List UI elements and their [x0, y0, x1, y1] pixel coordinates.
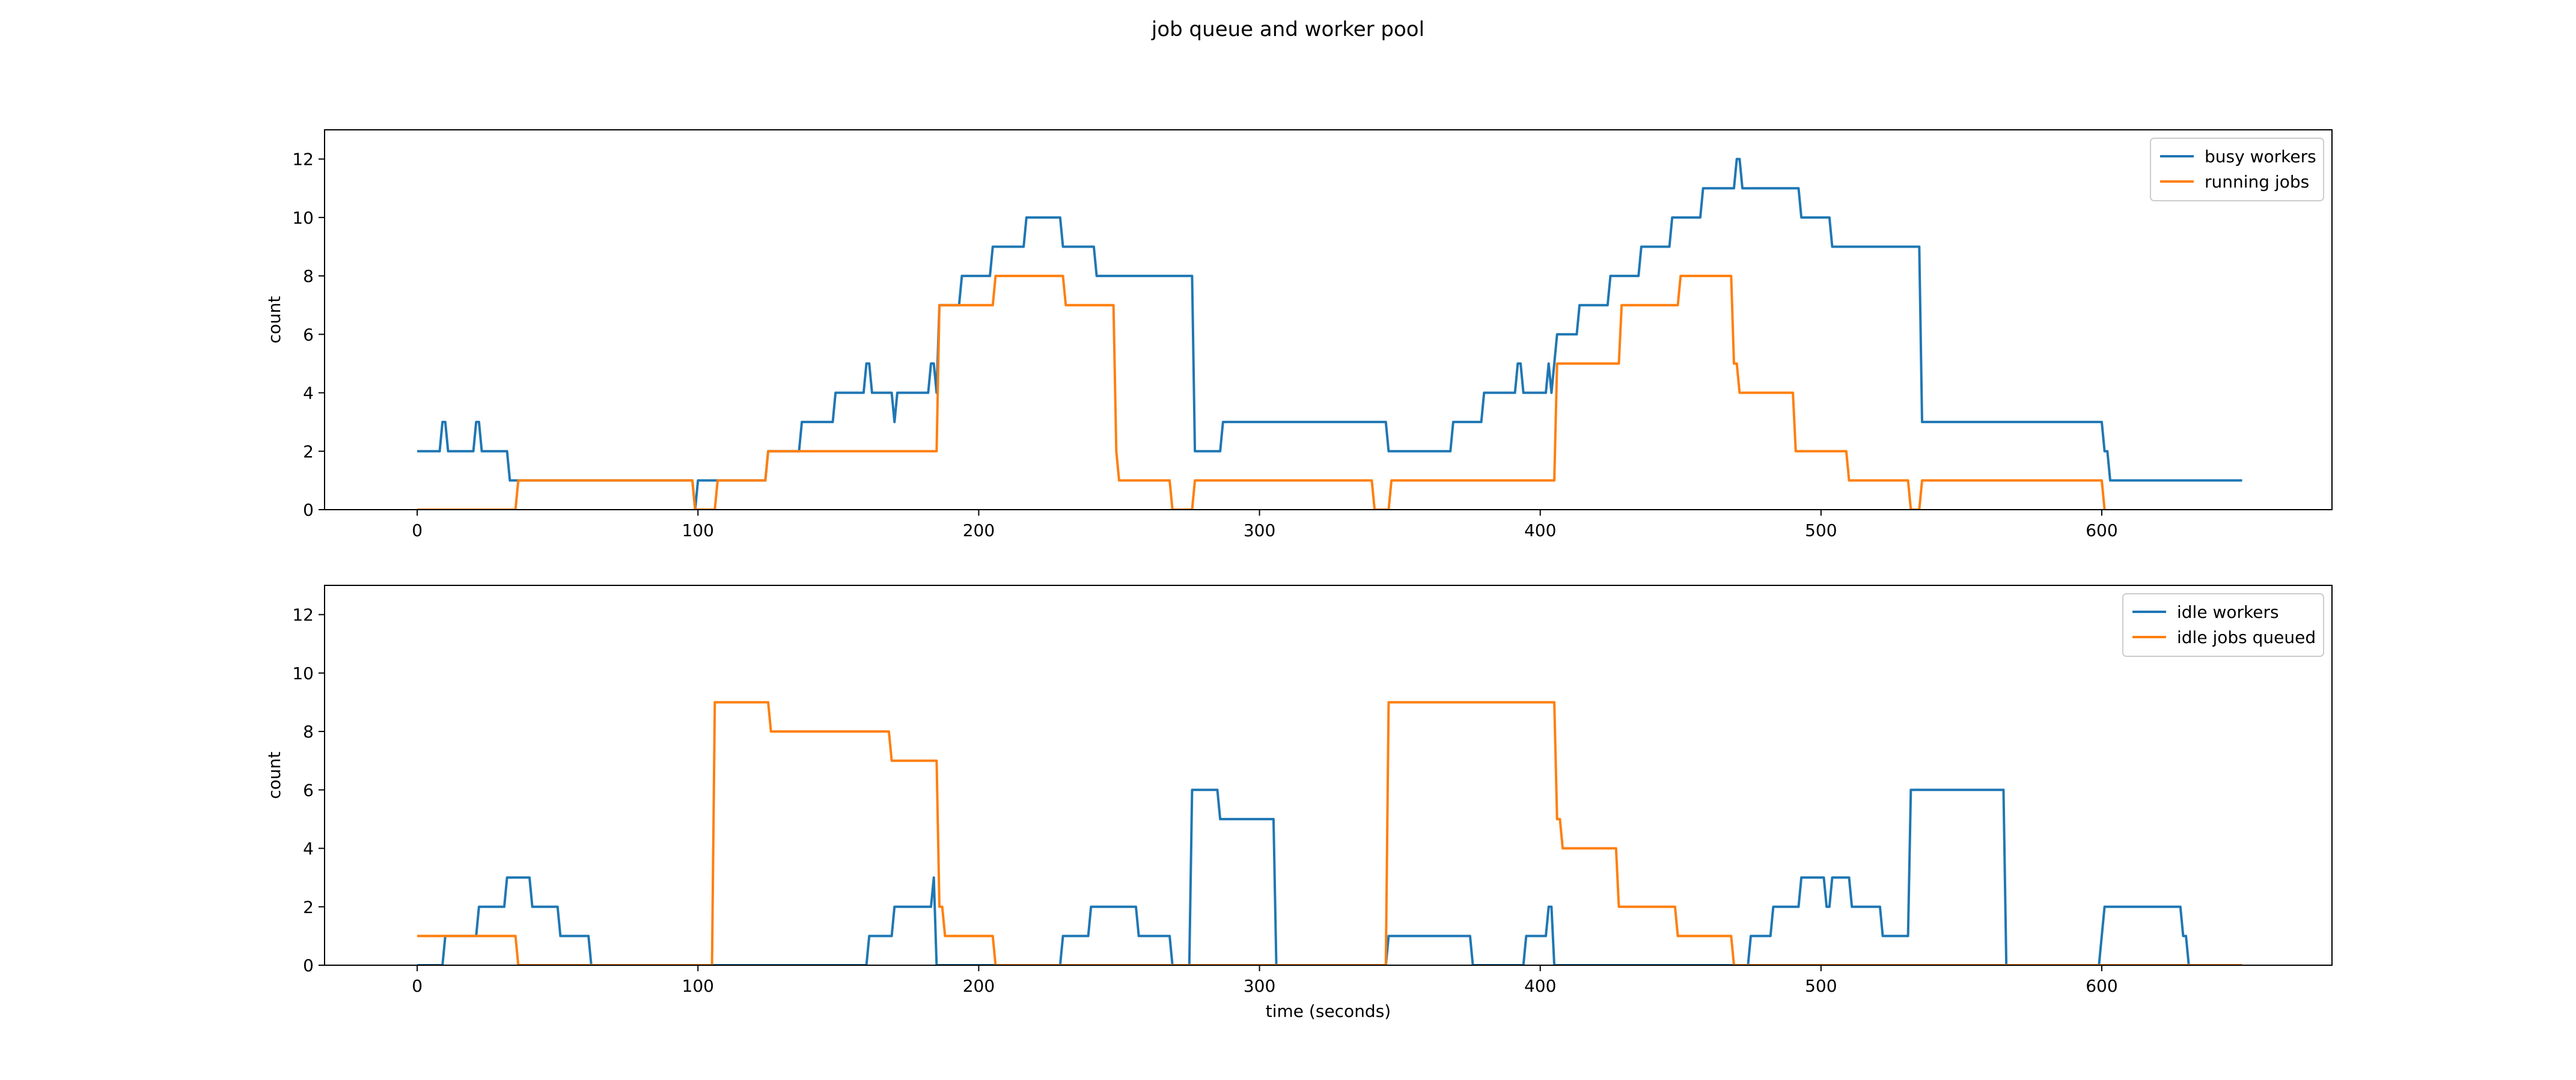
x-tick-label: 300	[1244, 976, 1275, 996]
x-tick-label: 500	[1805, 520, 1837, 540]
y-axis-label: count	[264, 751, 284, 799]
legend-label: running jobs	[2205, 172, 2309, 192]
legend-label: busy workers	[2205, 147, 2316, 166]
y-tick-label: 4	[303, 839, 314, 859]
x-tick-label: 400	[1524, 976, 1556, 996]
chart-title: job queue and worker pool	[1151, 17, 1424, 41]
legend: busy workers running jobs	[2150, 138, 2324, 201]
legend-label: idle workers	[2177, 602, 2279, 622]
y-tick-label: 12	[292, 605, 314, 625]
series-line-idle-workers	[417, 789, 2190, 965]
y-tick-label: 0	[303, 956, 314, 975]
series-line-idle-jobs-queued	[417, 701, 2242, 965]
x-tick-label: 600	[2086, 976, 2117, 996]
x-tick-label: 600	[2086, 520, 2117, 540]
x-tick-label: 0	[412, 520, 423, 540]
y-tick-label: 12	[292, 150, 314, 169]
y-tick-label: 6	[303, 325, 314, 344]
y-tick-label: 2	[303, 442, 314, 462]
y-tick-label: 8	[303, 266, 314, 286]
y-tick-label: 8	[303, 722, 314, 742]
y-tick-label: 6	[303, 780, 314, 800]
legend-label: idle jobs queued	[2177, 627, 2316, 647]
y-tick-label: 4	[303, 383, 314, 403]
x-tick-label: 300	[1244, 520, 1275, 540]
plot-frame	[324, 585, 2333, 966]
series-line-running-jobs	[417, 275, 2106, 510]
y-tick-label: 0	[303, 500, 314, 520]
x-tick-label: 400	[1524, 520, 1556, 540]
plot-frame	[324, 129, 2333, 510]
x-axis-label: time (seconds)	[1266, 1001, 1391, 1021]
y-tick-label: 2	[303, 897, 314, 917]
y-axis-label: count	[264, 296, 284, 343]
x-tick-label: 100	[682, 520, 714, 540]
legend: idle workers idle jobs queued	[2122, 593, 2324, 657]
x-tick-label: 0	[412, 976, 423, 996]
y-tick-label: 10	[292, 208, 314, 228]
subplot-bottom: 0 100 200 300 400 500 600 0 2 4 6 8 10 12 count time (s…	[264, 585, 2333, 1021]
legend-box	[2150, 138, 2324, 201]
legend-box	[2122, 593, 2324, 657]
series-group	[417, 157, 2242, 510]
x-tick-label: 200	[963, 976, 995, 996]
y-tick-label: 10	[292, 664, 314, 683]
x-tick-label: 200	[963, 520, 995, 540]
subplot-top: 0 100 200 300 400 500 600 0 2 4 6 8 10 12 count busy wo…	[264, 129, 2333, 540]
series-group	[417, 701, 2242, 965]
x-tick-label: 500	[1805, 976, 1837, 996]
x-tick-label: 100	[682, 976, 714, 996]
